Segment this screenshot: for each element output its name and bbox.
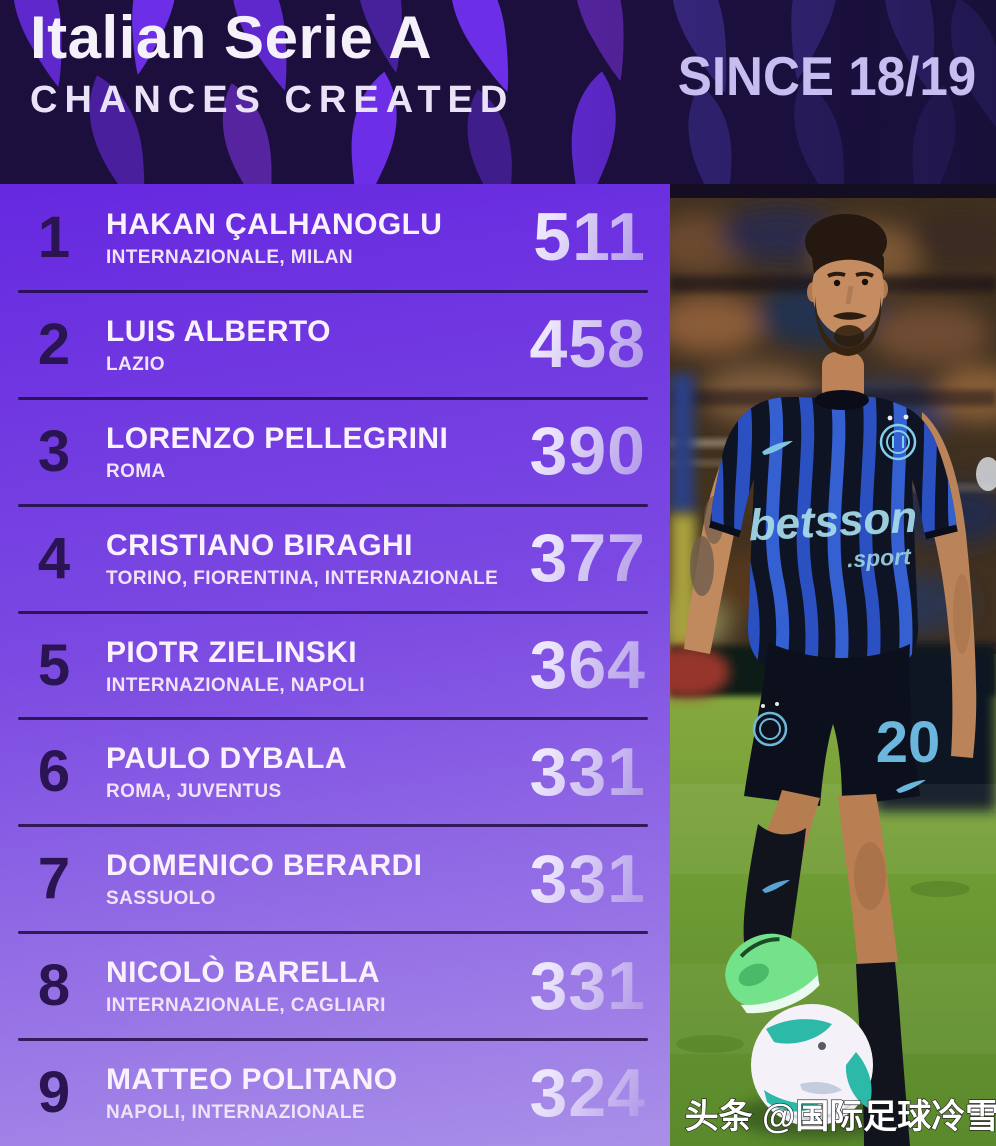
player-name: LUIS ALBERTO [106,314,331,348]
player-head [805,214,888,356]
player-name: NICOLÒ BARELLA [106,956,380,990]
chances-value: 331 [461,733,646,811]
title-block: Italian Serie A CHANCES CREATED [30,6,514,122]
shorts-number: 20 [876,710,941,775]
leaderboard-panel: 1 HAKAN ÇALHANOGLU INTERNAZIONALE, MILAN … [0,184,670,1146]
tattoo [690,536,714,596]
header-banner: Italian Serie A CHANCES CREATED SINCE 18… [0,0,996,184]
table-row: 7 DOMENICO BERARDI SASSUOLO 331 [0,825,670,935]
table-row: 9 MATTEO POLITANO NAPOLI, INTERNAZIONALE … [0,1039,670,1146]
rank-number: 9 [37,1060,71,1126]
player-clubs: SASSUOLO [106,888,216,910]
table-row: 3 LORENZO PELLEGRINI ROMA 390 [0,398,670,507]
player-clubs: INTERNAZIONALE, NAPOLI [106,674,365,696]
player-name: PIOTR ZIELINSKI [106,635,358,669]
player-clubs: INTERNAZIONALE, CAGLIARI [106,995,386,1017]
sock-swoosh-icon [762,880,790,893]
chances-value: 390 [461,412,646,490]
chances-value: 377 [461,519,646,597]
sleeve-cuff [708,520,742,538]
nike-swoosh-icon [762,441,793,455]
collar [815,390,869,410]
player-clubs: ROMA [106,460,166,482]
chances-value: 331 [461,947,646,1025]
table-row: 5 PIOTR ZIELINSKI INTERNAZIONALE, NAPOLI … [0,612,670,721]
chances-value: 364 [461,626,646,704]
player-name: PAULO DYBALA [106,742,347,776]
table-row: 1 HAKAN ÇALHANOGLU INTERNAZIONALE, MILAN … [0,184,670,293]
chances-value: 331 [461,840,646,918]
rank-number: 7 [37,846,71,912]
since-label: SINCE 18/19 [677,45,977,107]
player-name: HAKAN ÇALHANOGLU [106,207,443,241]
sleeve-patch [976,457,996,491]
player-name: CRISTIANO BIRAGHI [106,528,413,562]
player-clubs: LAZIO [106,353,165,375]
rank-number: 2 [37,311,71,377]
beard [815,296,881,356]
inter-crest-icon [879,414,917,461]
ad-board-blue [670,374,694,514]
player-name: DOMENICO BERARDI [106,849,423,883]
watermark: 头条 @国际足球冷雪 [685,1098,996,1136]
football [751,1004,873,1126]
eyebrows [827,271,846,278]
rank-number: 4 [37,525,71,591]
table-row: 2 LUIS ALBERTO LAZIO 458 [0,291,670,400]
player-figure: betsson .sport [684,214,996,1146]
rank-number: 3 [37,418,71,484]
left-boot [725,933,820,1014]
player-name: LORENZO PELLEGRINI [106,421,449,455]
leaf-pattern-background [0,0,996,184]
player-clubs: NAPOLI, INTERNAZIONALE [106,1102,365,1124]
page-subtitle: CHANCES CREATED [30,79,515,121]
shorts [744,642,920,806]
eyes [833,279,841,287]
table-row: 6 PAULO DYBALA ROMA, JUVENTUS 331 [0,718,670,828]
player-clubs: ROMA, JUVENTUS [106,781,282,803]
table-row: 4 CRISTIANO BIRAGHI TORINO, FIORENTINA, I… [0,505,670,614]
player-clubs: TORINO, FIORENTINA, INTERNAZIONALE [106,567,499,589]
player-name: MATTEO POLITANO [106,1063,398,1097]
rank-number: 8 [37,953,71,1019]
chances-value: 458 [461,305,646,383]
shorts-crest-icon [752,702,788,747]
rank-number: 6 [37,739,71,805]
table-row: 8 NICOLÒ BARELLA INTERNAZIONALE, CAGLIARI… [0,932,670,1042]
rank-number: 1 [37,204,71,270]
shorts-swoosh-icon [896,780,926,793]
player-photo: betsson .sport [670,184,996,1146]
jersey-sponsor: betsson .sport [747,493,918,573]
rank-number: 5 [37,632,71,698]
page-title: Italian Serie A [30,4,433,71]
nose [845,285,854,305]
mustache [833,312,867,320]
chances-value: 511 [461,198,646,276]
sponsor-text: betsson [747,493,918,551]
chances-value: 324 [461,1054,646,1132]
player-clubs: INTERNAZIONALE, MILAN [106,246,353,268]
sponsor-suffix-text: .sport [846,543,913,572]
